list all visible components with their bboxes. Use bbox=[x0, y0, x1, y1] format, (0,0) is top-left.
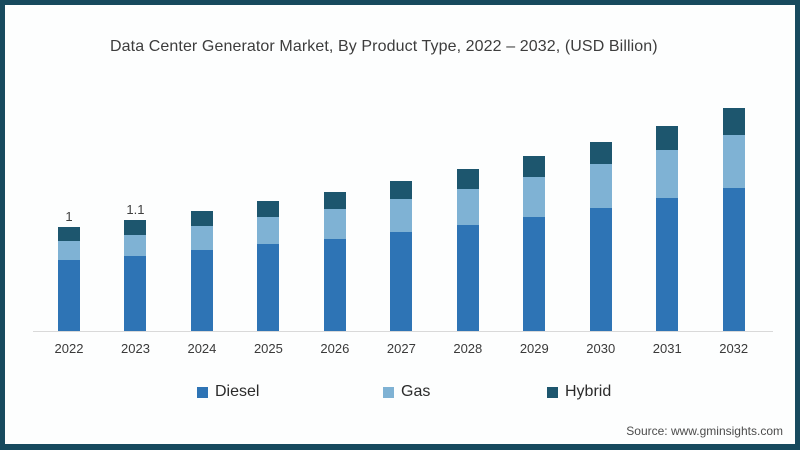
legend-swatch-diesel-icon bbox=[197, 386, 208, 398]
legend: Diesel Gas Hybrid bbox=[5, 383, 795, 403]
x-tick-2023: 2023 bbox=[121, 341, 150, 356]
bar-segment-gas-2026 bbox=[323, 209, 346, 239]
bar-segment-hybrid-2025 bbox=[257, 201, 280, 217]
x-tick-2027: 2027 bbox=[386, 341, 416, 356]
x-tick-2032: 2032 bbox=[719, 341, 749, 356]
bar-segment-diesel-2025 bbox=[257, 244, 280, 331]
x-tick-2030: 2030 bbox=[586, 341, 616, 356]
bar-segment-gas-2030 bbox=[589, 164, 612, 208]
x-tick-2025: 2025 bbox=[253, 341, 283, 356]
bar-segment-hybrid-2023 bbox=[124, 220, 147, 235]
bar-segment-diesel-2032 bbox=[722, 188, 745, 331]
legend-item-gas: Gas bbox=[383, 383, 430, 401]
x-tick-2026: 2026 bbox=[320, 341, 350, 356]
bar-segment-hybrid-2028 bbox=[456, 169, 479, 189]
legend-label-diesel: Diesel bbox=[215, 383, 260, 400]
x-tick-2028: 2028 bbox=[453, 341, 483, 356]
source-text: Source: www.gminsights.com bbox=[626, 424, 783, 438]
bar-segment-diesel-2028 bbox=[456, 225, 479, 331]
bar-segment-hybrid-2027 bbox=[390, 181, 413, 199]
bar-segment-hybrid-2026 bbox=[323, 192, 346, 209]
x-tick-2031: 2031 bbox=[652, 341, 682, 356]
bar-segment-diesel-2027 bbox=[390, 232, 413, 331]
x-tick-2029: 2029 bbox=[519, 341, 549, 356]
bar-segment-gas-2028 bbox=[456, 189, 479, 225]
bar-segment-diesel-2023 bbox=[124, 256, 147, 331]
bar-segment-hybrid-2029 bbox=[523, 156, 546, 177]
bar-segment-gas-2024 bbox=[190, 226, 213, 250]
bar-total-label-2023: 1.1 bbox=[126, 202, 145, 217]
legend-item-hybrid: Hybrid bbox=[547, 383, 611, 401]
bar-segment-diesel-2022 bbox=[58, 260, 80, 331]
bar-segment-hybrid-2022 bbox=[58, 227, 80, 241]
bar-segment-diesel-2029 bbox=[523, 217, 546, 331]
bar-segment-hybrid-2032 bbox=[722, 108, 745, 135]
bar-segment-hybrid-2031 bbox=[656, 126, 679, 150]
plot-area: Data Center Generator Market, By Product… bbox=[5, 5, 795, 444]
x-axis-line bbox=[33, 331, 773, 332]
legend-item-diesel: Diesel bbox=[197, 383, 259, 401]
bar-segment-hybrid-2024 bbox=[190, 211, 213, 226]
legend-swatch-hybrid-icon bbox=[547, 386, 558, 398]
bar-segment-gas-2022 bbox=[58, 241, 80, 260]
legend-label-gas: Gas bbox=[401, 383, 431, 400]
chart-title: Data Center Generator Market, By Product… bbox=[110, 38, 658, 55]
x-tick-2024: 2024 bbox=[187, 341, 217, 356]
bar-segment-hybrid-2030 bbox=[589, 142, 612, 164]
bar-segment-diesel-2030 bbox=[589, 208, 612, 331]
legend-swatch-gas-icon bbox=[383, 386, 394, 398]
bar-total-label-2022: 1 bbox=[65, 209, 73, 224]
bar-segment-gas-2023 bbox=[124, 235, 147, 256]
x-tick-2022: 2022 bbox=[54, 341, 84, 356]
bar-segment-diesel-2024 bbox=[190, 250, 213, 331]
bar-segment-gas-2032 bbox=[722, 135, 745, 188]
bar-segment-diesel-2031 bbox=[656, 198, 679, 331]
bar-segment-diesel-2026 bbox=[323, 239, 346, 331]
bar-segment-gas-2029 bbox=[523, 177, 546, 217]
bar-segment-gas-2027 bbox=[390, 199, 413, 232]
bar-segment-gas-2031 bbox=[656, 150, 679, 198]
legend-label-hybrid: Hybrid bbox=[565, 383, 612, 400]
bar-segment-gas-2025 bbox=[257, 217, 280, 244]
